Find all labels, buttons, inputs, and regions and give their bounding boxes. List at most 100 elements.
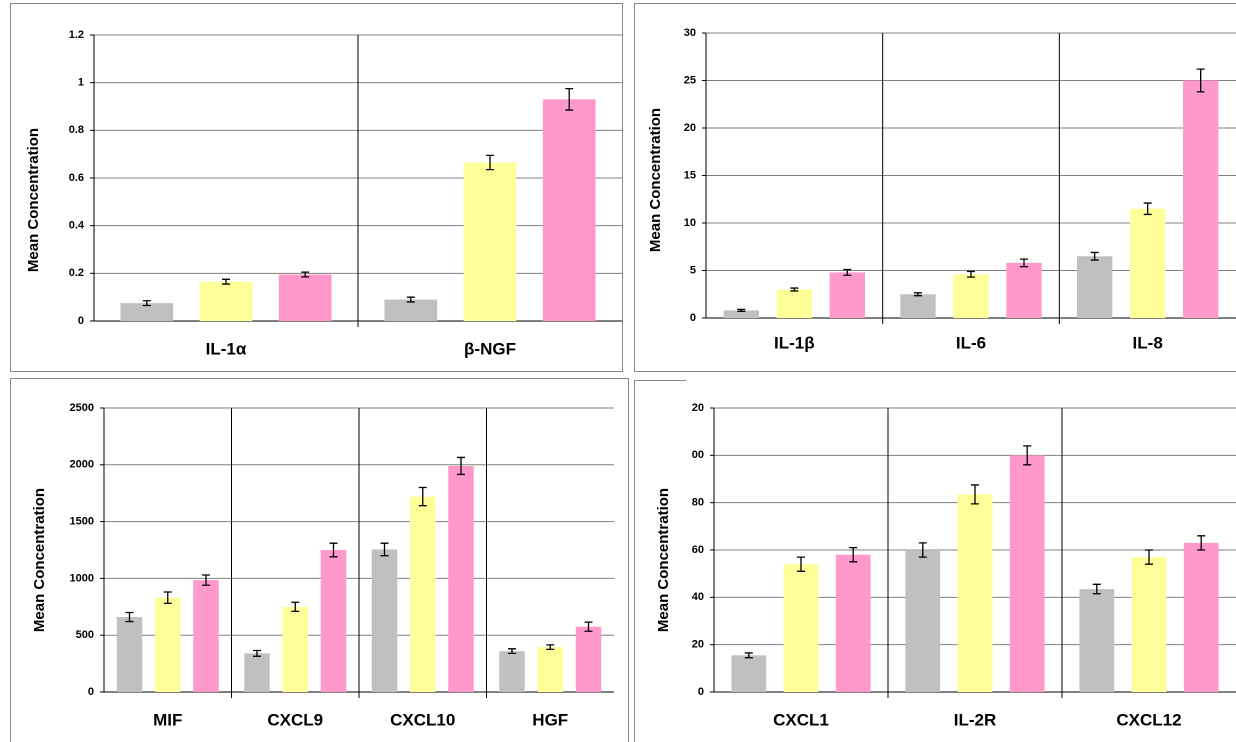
bar [448, 465, 474, 692]
x-tick-label: IL-8 [1133, 333, 1163, 352]
x-tick-label: IL-1α [206, 339, 247, 358]
y-tick-label: 0.2 [69, 267, 84, 279]
y-tick-label: 500 [76, 629, 94, 641]
x-tick-label: IL-2R [954, 710, 997, 729]
bar [384, 299, 438, 321]
y-tick-label: 60 [692, 544, 704, 556]
error-bar [291, 601, 300, 612]
y-tick-label: 15 [684, 169, 696, 181]
bar [199, 281, 253, 321]
error-bar [486, 154, 494, 171]
y-axis-label: Mean Concentration [655, 488, 672, 632]
error-bar [584, 621, 593, 632]
y-tick-label: 10 [684, 217, 696, 229]
panel-frame [634, 3, 1236, 372]
bar [116, 617, 143, 692]
bar [783, 564, 819, 692]
bar [731, 655, 767, 692]
error-bar [380, 542, 389, 557]
error-bar [843, 268, 852, 276]
y-axis-label: Mean Concentration [647, 108, 664, 252]
x-tick-label: CXCL1 [773, 710, 829, 729]
y-tick-label: 0.6 [69, 172, 84, 184]
x-tick-label: HGF [532, 710, 568, 729]
error-bar [1090, 251, 1099, 261]
error-bar [744, 652, 753, 659]
error-bar [565, 87, 574, 111]
y-axis-label: Mean Concentration [31, 488, 48, 632]
y-tick-label: 5 [690, 264, 696, 276]
y-tick-label: 0.4 [69, 220, 85, 232]
y-tick-label: 1 [78, 77, 84, 89]
bar [371, 549, 398, 692]
error-bar [797, 556, 805, 572]
bar [282, 606, 308, 692]
error-bar [790, 287, 799, 292]
bar [776, 289, 812, 318]
bar [463, 162, 517, 321]
bar [410, 496, 436, 692]
error-bar [253, 649, 261, 657]
bar [953, 274, 989, 318]
bar [542, 99, 596, 321]
bar [1183, 80, 1219, 318]
panel-frame [10, 3, 623, 372]
bar [537, 647, 563, 692]
bar [905, 550, 941, 692]
y-tick-label: 0.8 [69, 124, 84, 136]
error-bar [406, 296, 415, 303]
error-bar [222, 278, 230, 285]
y-tick-label: 1000 [70, 572, 94, 584]
y-tick-label: 20 [692, 402, 704, 414]
x-tick-label: MIF [153, 710, 182, 729]
error-bar [971, 484, 979, 505]
bar [835, 554, 871, 692]
x-tick-label: β-NGF [464, 339, 516, 358]
error-bar [1145, 549, 1153, 565]
y-tick-label: 1500 [70, 516, 94, 528]
error-bar [508, 648, 516, 655]
bar [957, 494, 993, 692]
error-bar [737, 308, 746, 312]
y-tick-label: 40 [692, 591, 704, 603]
y-tick-label: 80 [692, 497, 704, 509]
bar [193, 580, 219, 692]
bar [120, 303, 174, 321]
bar [320, 550, 347, 692]
x-tick-label: CXCL12 [1116, 710, 1181, 729]
error-bar [163, 591, 172, 605]
error-bar [1020, 258, 1028, 268]
y-tick-label: 0 [698, 686, 704, 698]
error-bar [546, 644, 555, 651]
bar [278, 274, 332, 321]
error-bar [125, 611, 134, 623]
bar [499, 651, 525, 692]
bar [900, 294, 936, 318]
x-tick-label: CXCL9 [267, 710, 323, 729]
y-tick-label: 0 [78, 315, 84, 327]
y-tick-label: 0 [690, 312, 696, 324]
bar [829, 272, 865, 318]
error-bar [142, 300, 151, 307]
error-bar [301, 271, 310, 278]
panel-frame [634, 380, 686, 742]
error-bar [418, 486, 427, 507]
y-tick-label: 30 [684, 27, 696, 39]
panel-frame [10, 378, 629, 742]
x-tick-label: IL-6 [956, 333, 986, 352]
y-tick-label: 1.2 [69, 29, 84, 41]
bar [155, 597, 181, 692]
error-bar [457, 456, 465, 476]
y-tick-label: 20 [684, 122, 696, 134]
x-tick-label: CXCL10 [390, 710, 455, 729]
y-tick-label: 2500 [70, 402, 94, 414]
error-bar [914, 292, 922, 297]
error-bar [1197, 535, 1206, 551]
bar [723, 310, 759, 318]
error-bar [849, 546, 858, 563]
bar [1079, 589, 1115, 692]
bar [1009, 455, 1045, 692]
error-bar [1143, 202, 1152, 216]
y-tick-label: 0 [88, 686, 94, 698]
